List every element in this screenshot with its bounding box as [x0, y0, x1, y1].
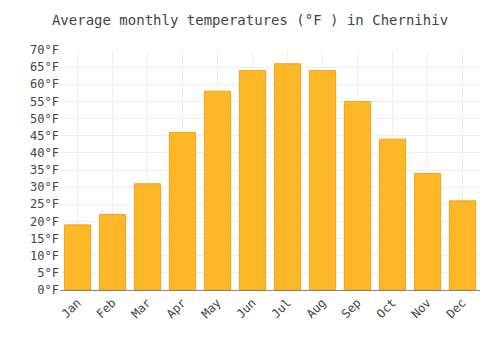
svg-text:Dec: Dec — [444, 296, 469, 321]
svg-text:25°F: 25°F — [30, 197, 59, 211]
svg-text:45°F: 45°F — [30, 129, 59, 143]
svg-text:Oct: Oct — [374, 296, 399, 321]
svg-text:Average monthly temperatures (: Average monthly temperatures (°F ) in Ch… — [52, 12, 448, 28]
svg-text:Sep: Sep — [339, 296, 364, 321]
svg-text:70°F: 70°F — [30, 43, 59, 57]
svg-text:Aug: Aug — [304, 296, 329, 321]
svg-text:Mar: Mar — [129, 296, 154, 321]
svg-text:Jun: Jun — [234, 296, 259, 321]
svg-text:40°F: 40°F — [30, 146, 59, 160]
svg-text:Feb: Feb — [94, 296, 119, 321]
svg-text:20°F: 20°F — [30, 215, 59, 229]
svg-text:Apr: Apr — [164, 296, 189, 321]
svg-text:5°F: 5°F — [37, 266, 59, 280]
svg-text:35°F: 35°F — [30, 163, 59, 177]
svg-text:10°F: 10°F — [30, 249, 59, 263]
svg-text:55°F: 55°F — [30, 95, 59, 109]
svg-text:Nov: Nov — [409, 296, 434, 321]
svg-text:60°F: 60°F — [30, 77, 59, 91]
svg-text:50°F: 50°F — [30, 112, 59, 126]
svg-text:Jul: Jul — [269, 296, 294, 321]
svg-text:May: May — [199, 296, 224, 321]
svg-text:65°F: 65°F — [30, 60, 59, 74]
svg-text:0°F: 0°F — [37, 283, 59, 297]
svg-text:Jan: Jan — [59, 296, 84, 321]
svg-text:30°F: 30°F — [30, 180, 59, 194]
svg-text:15°F: 15°F — [30, 232, 59, 246]
